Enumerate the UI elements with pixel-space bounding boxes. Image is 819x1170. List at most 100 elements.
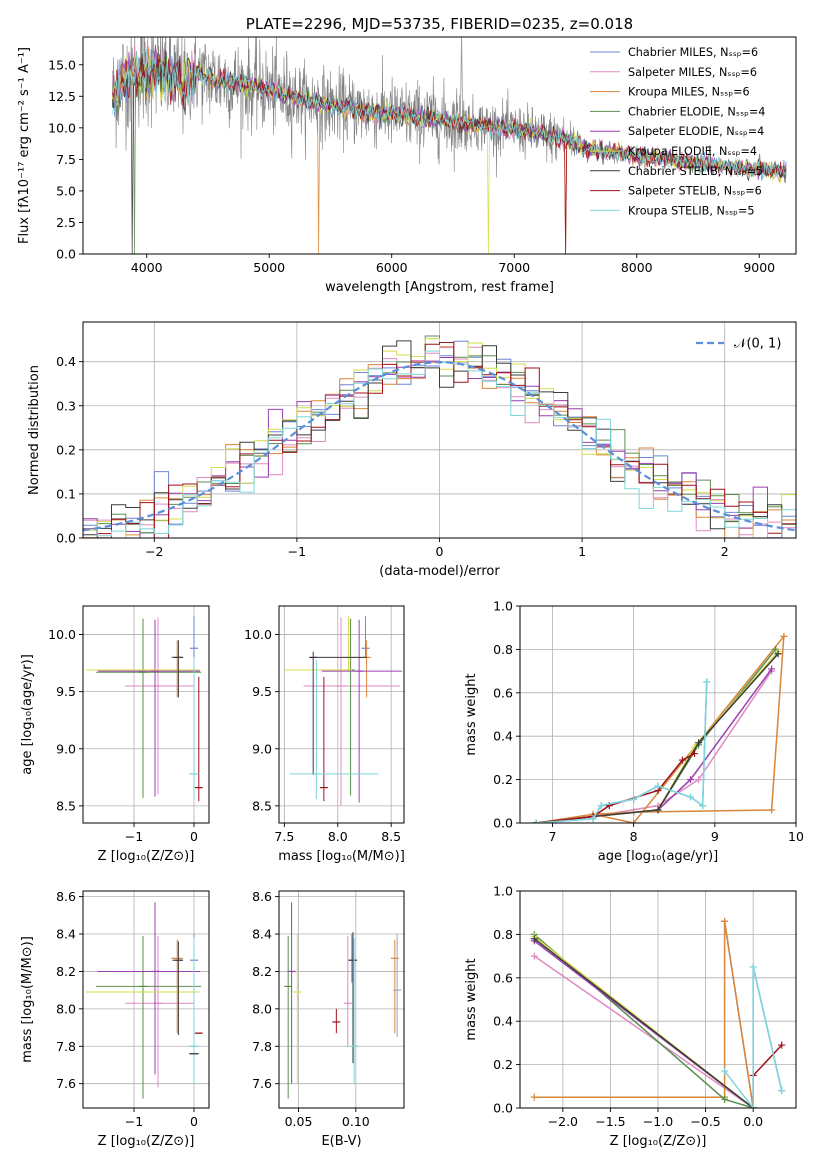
x-tick-label: 0 [436,544,444,559]
y-tick-label: 0.4 [493,729,513,744]
x-axis-label: age [log₁₀(age/yr)] [598,849,719,864]
x-axis-label: Z [log₁₀(Z/Z⊙)] [610,1134,707,1149]
y-tick-label: 5.0 [56,183,76,198]
x-tick-label: 1 [578,544,586,559]
data-point [695,739,703,747]
y-axis-label: Flux [fλ10⁻¹⁷ erg cm⁻² s⁻¹ A⁻¹] [17,47,32,244]
axes-age-weight: 7 8 9 10 0.0 0.2 0.4 0.6 0.8 1.0 age [log₁₀(age/yr… [464,599,804,865]
x-axis-label: mass [log₁₀(M/M⊙)] [278,849,405,864]
x-tick-label: −1 [288,544,306,559]
data-point [654,806,662,814]
y-tick-label: 15.0 [48,57,76,72]
y-tick-label: 2.5 [56,215,76,230]
y-tick-label: 0.8 [493,642,513,657]
axes-frame [82,890,210,1109]
axes-frame [519,605,797,824]
y-axis-label: age [log₁₀(age/yr)] [20,654,35,775]
x-tick-label: 6000 [376,260,408,275]
axes-frame [82,36,797,255]
x-tick-label: 4000 [131,260,163,275]
legend-entry: Kroupa MILES, Nₛₛₚ=6 [628,86,750,99]
x-tick-label: 8.0 [328,829,348,844]
weight-line [536,681,708,823]
data-point [695,776,703,784]
y-tick-label: 8.4 [252,927,272,942]
data-point [532,819,540,823]
weight-line [536,634,785,823]
x-tick-label: 7000 [498,260,530,275]
data-point [654,782,662,790]
axes-ebv-mass: 0.05 0.10 7.6 7.8 8.0 8.2 8.4 8.6 E(B-V) [252,889,405,1149]
x-axis-label: (data-model)/error [379,564,500,579]
weight-line [534,921,754,1108]
y-tick-label: 0.2 [493,772,513,787]
data-point [630,819,638,823]
axes-spectrum: 4000 5000 6000 7000 8000 9000 0.0 2.5 5.0 7.5 10.0… [17,15,797,295]
y-tick-label: 0.0 [56,247,76,262]
plot-area-z-mass [86,902,203,1099]
data-point [589,815,597,823]
weight-line [724,966,783,1108]
chart-title: PLATE=2296, MJD=53735, FIBERID=0235, z=0… [246,15,633,33]
legend-entry: Salpeter MILES, Nₛₛₚ=6 [628,66,757,79]
x-tick-label: 10 [788,829,804,844]
y-tick-label: 8.6 [56,889,76,904]
data-point [780,632,788,640]
y-axis-label: Normed distribution [27,365,42,495]
y-tick-label: 7.6 [56,1076,76,1091]
y-tick-label: 9.0 [56,741,76,756]
y-tick-label: 0.8 [493,927,513,942]
y-tick-label: 1.0 [493,599,513,614]
data-point [530,952,538,960]
data-point [749,963,757,971]
data-point [691,750,699,758]
y-tick-label: 0.1 [56,486,76,501]
weight-line [536,670,773,823]
legend-entry: Chabrier ELODIE, Nₛₛₚ=4 [628,105,765,118]
axes-frame [82,605,210,824]
x-tick-label: 8.5 [381,829,401,844]
x-tick-label: −2.0 [548,1114,578,1129]
x-tick-label: 7 [548,829,556,844]
y-tick-label: 7.6 [252,1076,272,1091]
y-tick-label: 0.2 [56,442,76,457]
y-tick-label: 8.5 [56,798,76,813]
x-tick-label: −0.5 [690,1114,720,1129]
data-point [686,776,694,784]
residual-histogram [83,350,796,538]
data-point [774,650,782,658]
weight-line [536,653,779,823]
data-point [699,802,707,810]
x-tick-label: −2 [145,544,163,559]
x-axis-label: E(B-V) [321,1134,361,1149]
plot-area-residuals [83,335,796,538]
plot-area-ebv-mass [284,902,402,1099]
x-tick-label: 2 [721,544,729,559]
y-tick-label: 10.0 [244,627,272,642]
x-tick-label: 0 [190,829,198,844]
data-point [778,1087,786,1095]
axes-frame [278,605,405,824]
data-point [630,795,638,803]
data-point [721,1095,729,1103]
plot-area-age-weight [532,632,788,823]
legend-entry: Kroupa STELIB, Nₛₛₚ=5 [628,204,754,217]
y-tick-label: 0.2 [493,1057,513,1072]
y-tick-label: 9.0 [252,741,272,756]
axes-z-age: −1 0 8.5 9.0 9.5 10.0 Z [log₁₀(Z/Z⊙)] age [log₁… [20,605,210,864]
model-spectrum-line [112,48,787,180]
plot-area-z-age [86,616,203,802]
data-point [721,1067,729,1075]
x-axis-label: Z [log₁₀(Z/Z⊙)] [98,1134,195,1149]
x-tick-label: 0 [190,1114,198,1129]
y-tick-label: 1.0 [493,884,513,899]
x-tick-label: 0.0 [743,1114,763,1129]
x-tick-label: 0.10 [342,1114,370,1129]
y-tick-label: 7.8 [56,1039,76,1054]
y-tick-label: 7.8 [252,1039,272,1054]
legend-entry: Kroupa ELODIE, Nₛₛₚ=4 [628,145,757,158]
x-axis-label: Z [log₁₀(Z/Z⊙)] [98,849,195,864]
y-tick-label: 8.0 [56,1001,76,1016]
y-tick-label: 0.0 [56,531,76,546]
x-tick-label: −1.5 [595,1114,625,1129]
